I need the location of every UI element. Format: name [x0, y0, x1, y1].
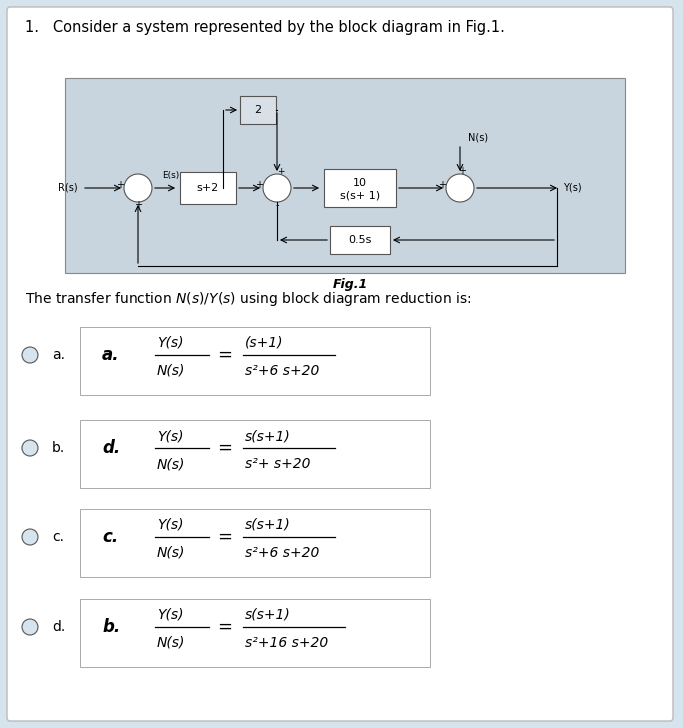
- Circle shape: [124, 174, 152, 202]
- Circle shape: [446, 174, 474, 202]
- Text: +: +: [116, 180, 124, 190]
- Text: E(s): E(s): [162, 171, 179, 180]
- Text: N(s): N(s): [468, 132, 488, 142]
- Text: Y(s): Y(s): [157, 429, 184, 443]
- Circle shape: [22, 347, 38, 363]
- Text: s(s+1): s(s+1): [245, 429, 291, 443]
- Text: s+2: s+2: [197, 183, 219, 193]
- Text: +: +: [458, 166, 466, 176]
- Circle shape: [22, 619, 38, 635]
- Text: c.: c.: [52, 530, 64, 544]
- Text: s²+6 s+20: s²+6 s+20: [245, 546, 320, 560]
- Text: N(s): N(s): [157, 457, 185, 471]
- Text: -: -: [275, 200, 279, 210]
- FancyBboxPatch shape: [80, 327, 430, 395]
- Text: Y(s): Y(s): [157, 518, 184, 532]
- FancyBboxPatch shape: [7, 7, 673, 721]
- Text: s(s+1): s(s+1): [245, 518, 291, 532]
- Text: N(s): N(s): [157, 636, 185, 650]
- Text: =: =: [217, 346, 232, 364]
- Text: s²+ s+20: s²+ s+20: [245, 457, 311, 471]
- Text: 10: 10: [353, 178, 367, 188]
- Text: s²+16 s+20: s²+16 s+20: [245, 636, 329, 650]
- Text: =: =: [217, 439, 232, 457]
- Text: (s+1): (s+1): [245, 336, 283, 350]
- FancyBboxPatch shape: [330, 226, 390, 254]
- Text: =: =: [217, 618, 232, 636]
- FancyBboxPatch shape: [324, 169, 396, 207]
- Text: +: +: [277, 167, 285, 176]
- Text: 2: 2: [255, 105, 262, 115]
- Text: Y(s): Y(s): [157, 336, 184, 350]
- Text: a.: a.: [102, 346, 120, 364]
- Text: s(s+1): s(s+1): [245, 608, 291, 622]
- Text: +: +: [438, 180, 446, 190]
- Text: c.: c.: [102, 528, 118, 546]
- Text: Fig.1: Fig.1: [333, 278, 367, 291]
- Text: 0.5s: 0.5s: [348, 235, 372, 245]
- Text: +: +: [134, 200, 142, 210]
- Text: b.: b.: [52, 441, 66, 455]
- Text: N(s): N(s): [157, 546, 185, 560]
- Text: =: =: [217, 528, 232, 546]
- Text: Y(s): Y(s): [563, 183, 582, 193]
- Text: Y(s): Y(s): [157, 608, 184, 622]
- Circle shape: [263, 174, 291, 202]
- FancyBboxPatch shape: [180, 172, 236, 204]
- Text: N(s): N(s): [157, 364, 185, 378]
- Text: The transfer function $N(s)/Y(s)$ using block diagram reduction is:: The transfer function $N(s)/Y(s)$ using …: [25, 290, 471, 308]
- Text: s²+6 s+20: s²+6 s+20: [245, 364, 320, 378]
- Text: b.: b.: [102, 618, 120, 636]
- FancyBboxPatch shape: [80, 599, 430, 667]
- FancyBboxPatch shape: [80, 420, 430, 488]
- Text: +: +: [255, 180, 263, 190]
- Text: R(s): R(s): [58, 183, 78, 193]
- Text: d.: d.: [52, 620, 66, 634]
- Text: d.: d.: [102, 439, 120, 457]
- Circle shape: [22, 529, 38, 545]
- FancyBboxPatch shape: [80, 509, 430, 577]
- Text: 1.   Consider a system represented by the block diagram in Fig.1.: 1. Consider a system represented by the …: [25, 20, 505, 35]
- FancyBboxPatch shape: [240, 96, 276, 124]
- Text: s(s+ 1): s(s+ 1): [340, 190, 380, 200]
- FancyBboxPatch shape: [65, 78, 625, 273]
- Circle shape: [22, 440, 38, 456]
- Text: a.: a.: [52, 348, 65, 362]
